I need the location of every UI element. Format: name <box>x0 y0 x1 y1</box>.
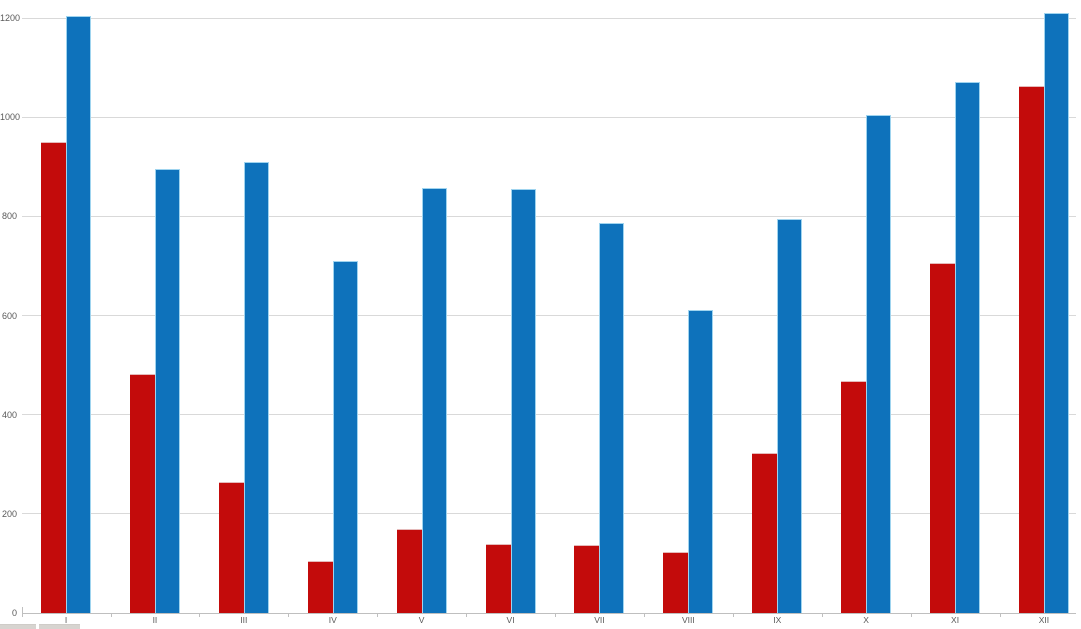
gridline <box>22 315 1076 316</box>
gridline <box>22 414 1076 416</box>
x-axis-label: X <box>863 615 869 625</box>
y-axis-label: 600 <box>1 310 17 321</box>
x-axis-label: XI <box>951 615 960 625</box>
bar-red-IX[interactable] <box>752 452 778 613</box>
x-axis-label: V <box>418 615 425 625</box>
axis-tick <box>377 613 379 617</box>
bar-blue-I[interactable] <box>66 15 92 613</box>
bar-red-I[interactable] <box>41 141 67 613</box>
x-axis-line <box>22 613 1076 614</box>
axis-tick <box>643 613 645 617</box>
bar-red-VI[interactable] <box>485 544 511 613</box>
y-axis-label: 0 <box>11 608 17 618</box>
axis-tick <box>555 613 556 617</box>
bar-blue-V[interactable] <box>421 188 447 613</box>
x-axis-label: VI <box>506 615 515 625</box>
axis-tick <box>910 613 912 617</box>
bar-red-XII[interactable] <box>1018 85 1044 613</box>
bar-red-II[interactable] <box>129 373 155 613</box>
x-axis-label: XII <box>1038 615 1050 625</box>
bar-red-VII[interactable] <box>574 545 600 613</box>
cutoff-ui-fragment <box>0 624 36 629</box>
x-axis-label: III <box>240 615 248 625</box>
bar-blue-X[interactable] <box>866 115 892 613</box>
y-axis-label: 400 <box>1 409 17 420</box>
x-axis-label: VII <box>594 615 605 625</box>
gridline <box>22 116 1076 118</box>
bar-blue-II[interactable] <box>154 169 180 613</box>
y-axis-label: 1200 <box>0 13 21 23</box>
x-axis-label: IX <box>773 615 782 625</box>
bar-red-III[interactable] <box>218 481 244 613</box>
bar-blue-XII[interactable] <box>1043 13 1069 613</box>
axis-tick <box>999 613 1001 617</box>
axis-tick <box>199 613 201 617</box>
x-axis-label: IV <box>328 615 337 625</box>
cutoff-ui-fragment <box>39 624 80 629</box>
axis-tick <box>466 613 468 617</box>
x-axis-label: VIII <box>681 615 695 625</box>
y-axis-label: 800 <box>1 211 17 222</box>
x-axis-label: II <box>152 615 158 625</box>
axis-tick <box>821 613 823 617</box>
bar-red-V[interactable] <box>396 528 422 613</box>
bar-blue-VII[interactable] <box>599 223 625 613</box>
bar-red-VIII[interactable] <box>663 552 689 613</box>
bar-blue-IV[interactable] <box>332 260 358 613</box>
bar-red-X[interactable] <box>841 381 867 613</box>
bar-blue-VI[interactable] <box>510 189 536 613</box>
bar-blue-III[interactable] <box>243 161 269 613</box>
axis-tick <box>21 607 23 617</box>
y-axis-label: 200 <box>1 508 17 519</box>
bar-blue-IX[interactable] <box>777 219 803 613</box>
y-axis-label: 1000 <box>0 112 21 123</box>
x-axis-label: I <box>64 615 68 625</box>
axis-tick <box>732 613 734 617</box>
bar-blue-XI[interactable] <box>955 81 981 613</box>
axis-tick <box>288 613 290 617</box>
bar-red-XI[interactable] <box>930 263 956 613</box>
bar-blue-VIII[interactable] <box>688 309 714 613</box>
gridline <box>22 513 1076 515</box>
gridline <box>22 17 1076 19</box>
axis-tick <box>110 613 112 617</box>
bar-red-IV[interactable] <box>307 560 333 613</box>
gridline <box>22 215 1076 217</box>
